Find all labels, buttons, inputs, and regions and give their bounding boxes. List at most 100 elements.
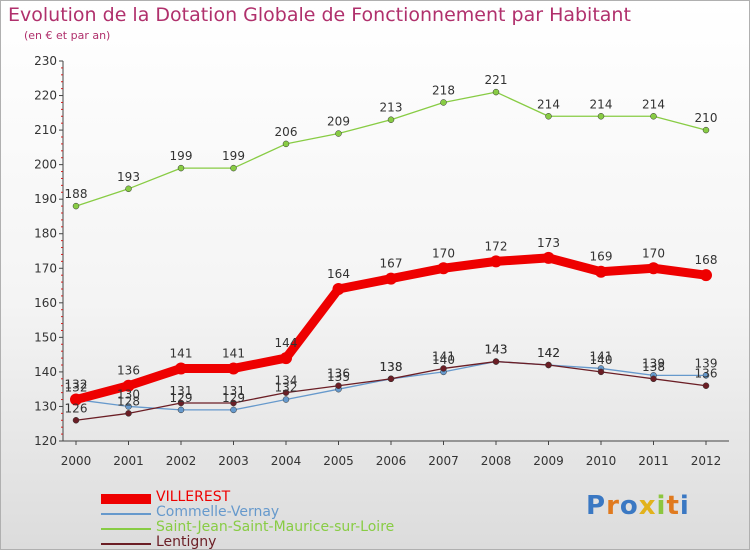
data-label: 141 xyxy=(432,349,455,363)
data-label: 131 xyxy=(222,384,245,398)
data-label: 206 xyxy=(275,125,298,139)
legend-label: Lentigny xyxy=(156,534,217,550)
data-point xyxy=(440,365,447,372)
y-minor-tick xyxy=(61,150,63,152)
data-label: 129 xyxy=(170,391,193,405)
data-point xyxy=(545,361,552,369)
y-minor-tick xyxy=(61,392,63,394)
data-point xyxy=(702,372,710,379)
y-minor-tick xyxy=(61,309,63,311)
y-minor-tick xyxy=(61,419,63,421)
data-label: 199 xyxy=(222,149,245,163)
data-label: 139 xyxy=(695,356,718,370)
legend-swatch xyxy=(101,513,151,515)
data-label: 214 xyxy=(537,97,560,111)
data-point xyxy=(597,113,605,120)
data-point xyxy=(177,164,185,172)
y-tick-label: 130 xyxy=(34,399,57,413)
data-label: 140 xyxy=(590,353,613,367)
data-point xyxy=(175,362,187,375)
data-label: 132 xyxy=(275,381,298,395)
data-label: 210 xyxy=(695,111,718,125)
y-tick-label: 170 xyxy=(34,261,57,275)
y-tick-label: 160 xyxy=(34,296,57,310)
data-point xyxy=(702,382,710,389)
y-minor-tick xyxy=(61,385,63,387)
y-minor-tick xyxy=(61,74,63,76)
data-point xyxy=(387,116,395,123)
data-point xyxy=(492,88,500,96)
x-tick-label: 2007 xyxy=(428,454,459,468)
data-label: 169 xyxy=(590,250,613,264)
data-label: 173 xyxy=(537,236,560,250)
data-label: 213 xyxy=(380,101,403,115)
data-point xyxy=(282,140,290,148)
y-minor-tick xyxy=(61,281,63,283)
data-point xyxy=(282,389,290,396)
data-point xyxy=(122,379,135,392)
y-minor-tick xyxy=(61,205,63,207)
data-label: 188 xyxy=(65,187,88,201)
y-minor-tick xyxy=(61,316,63,318)
data-label: 132 xyxy=(65,381,88,395)
y-minor-tick xyxy=(61,260,63,262)
data-point xyxy=(387,375,395,383)
data-point xyxy=(125,185,132,193)
data-point xyxy=(650,375,657,383)
y-tick-label: 150 xyxy=(34,330,57,344)
data-point xyxy=(700,269,712,282)
y-minor-tick xyxy=(61,323,63,325)
x-tick-label: 2009 xyxy=(533,454,564,468)
data-label: 218 xyxy=(432,83,455,97)
data-label: 221 xyxy=(485,73,508,87)
data-label: 132 xyxy=(65,378,88,392)
data-label: 167 xyxy=(380,257,403,271)
data-label: 140 xyxy=(432,353,455,367)
data-point xyxy=(332,283,345,295)
data-point xyxy=(125,403,132,410)
y-minor-tick xyxy=(61,136,63,138)
y-minor-tick xyxy=(61,81,63,83)
data-label: 134 xyxy=(275,374,298,388)
data-label: 209 xyxy=(327,115,350,129)
y-minor-tick xyxy=(61,143,63,145)
data-label: 138 xyxy=(380,360,403,374)
y-minor-tick xyxy=(61,226,63,228)
y-minor-tick xyxy=(61,329,63,331)
data-point xyxy=(125,410,132,417)
x-tick-label: 2010 xyxy=(586,454,617,468)
data-label: 130 xyxy=(117,387,140,401)
data-label: 126 xyxy=(65,401,88,415)
proxiti-logo: Proxiti xyxy=(586,491,690,521)
legend-swatch xyxy=(101,528,151,530)
chart-axes: 120 130 140 150 160 170 180 190 200 210 220 230 2000… xyxy=(34,54,729,468)
data-point xyxy=(335,130,342,137)
data-point xyxy=(280,352,292,365)
data-point xyxy=(437,262,450,275)
data-label: 138 xyxy=(642,360,665,374)
data-point xyxy=(545,113,552,120)
y-minor-tick xyxy=(61,364,63,366)
data-point xyxy=(177,406,185,414)
series-lines xyxy=(70,88,712,424)
data-point xyxy=(492,358,500,365)
y-minor-tick xyxy=(61,426,63,428)
data-point xyxy=(597,368,605,376)
data-label: 214 xyxy=(590,97,613,111)
legend-label: Saint-Jean-Saint-Maurice-sur-Loire xyxy=(156,519,395,535)
x-tick-label: 2012 xyxy=(691,454,722,468)
x-tick-label: 2001 xyxy=(113,454,144,468)
data-label: 139 xyxy=(642,356,665,370)
data-label: 141 xyxy=(222,346,245,360)
data-label: 143 xyxy=(485,343,508,357)
y-tick-label: 210 xyxy=(34,123,57,137)
y-minor-tick xyxy=(61,157,63,159)
y-tick-label: 200 xyxy=(34,158,57,172)
chart-title: Evolution de la Dotation Globale de Fonc… xyxy=(8,4,631,26)
series-labels: 188 193 199 199 206 209 213 218 221 214 214 214 210 1… xyxy=(65,73,718,415)
data-point xyxy=(227,362,240,375)
data-label: 128 xyxy=(117,394,140,408)
data-label: 168 xyxy=(695,253,718,267)
data-point xyxy=(72,417,80,424)
